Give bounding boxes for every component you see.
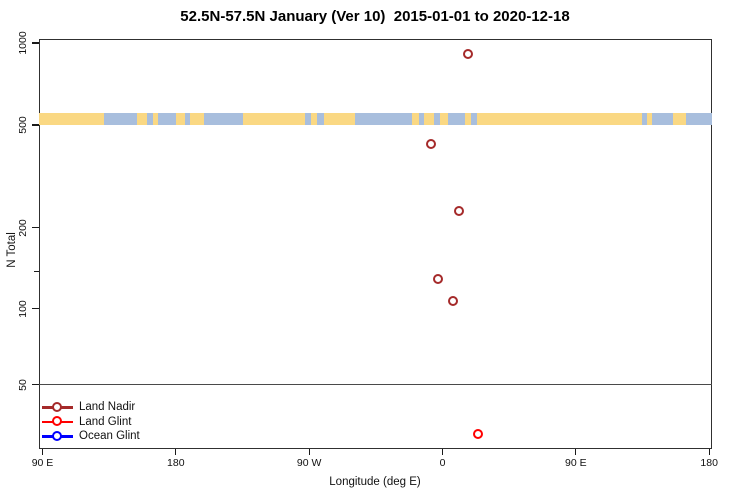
legend-label: Ocean Glint xyxy=(79,430,140,443)
land-segment xyxy=(465,112,471,125)
x-tick xyxy=(308,449,310,455)
ocean-segment xyxy=(448,112,465,125)
data-point xyxy=(454,206,464,216)
y-tick-label: 100 xyxy=(17,299,29,318)
x-tick xyxy=(175,449,177,455)
x-tick xyxy=(441,449,444,455)
land-glint-marker-icon xyxy=(42,416,73,427)
ocean-segment xyxy=(147,112,153,125)
x-tick xyxy=(575,449,577,455)
land-segment xyxy=(647,112,652,125)
y-tick xyxy=(31,307,39,310)
x-axis-label: Longitude (deg E) xyxy=(329,476,421,488)
data-point xyxy=(463,49,474,59)
y-tick xyxy=(31,226,39,229)
ocean-segment xyxy=(317,112,324,125)
x-tick-label: 180 xyxy=(167,457,185,469)
x-tick-label: 90 W xyxy=(296,457,322,469)
legend-item-land-glint: Land Glint xyxy=(42,415,140,430)
y-axis-label: N Total xyxy=(6,232,18,268)
ocean-segment xyxy=(305,112,311,125)
data-point xyxy=(472,429,483,439)
plot-area xyxy=(38,39,712,449)
ocean-segment xyxy=(652,112,673,125)
legend-label: Land Nadir xyxy=(79,401,136,414)
land-segment xyxy=(190,112,204,125)
data-point xyxy=(425,139,436,150)
ocean-segment xyxy=(686,112,712,125)
y-minor-tick xyxy=(34,270,39,273)
land-segment xyxy=(424,112,434,125)
ocean-segment xyxy=(158,112,176,125)
land-segment xyxy=(477,112,642,125)
land-segment xyxy=(153,112,158,125)
land-segment xyxy=(412,112,419,125)
land-segment xyxy=(673,112,686,125)
ocean-segment xyxy=(185,112,190,125)
ocean-segment xyxy=(204,112,243,125)
legend-label: Land Glint xyxy=(79,415,132,428)
legend-item-ocean-glint: Ocean Glint xyxy=(42,429,140,444)
data-point xyxy=(433,274,443,284)
ocean-segment xyxy=(434,112,440,125)
x-tick-label: 180 xyxy=(700,457,718,469)
chart-title: 52.5N-57.5N January (Ver 10) 2015-01-01 … xyxy=(180,8,570,25)
land-segment xyxy=(137,112,147,125)
legend: Land Nadir Land Glint Ocean Glint xyxy=(42,400,140,444)
y-tick xyxy=(31,42,39,44)
y-tick-label: 1000 xyxy=(17,31,29,55)
land-segment xyxy=(38,112,104,125)
ocean-segment xyxy=(419,112,424,125)
ocean-segment xyxy=(104,112,137,125)
x-tick xyxy=(41,449,44,455)
x-tick-label: 90 E xyxy=(564,457,587,469)
land-segment xyxy=(176,112,185,125)
data-point xyxy=(448,296,458,306)
land-segment xyxy=(311,112,317,125)
ocean-glint-marker-icon xyxy=(42,430,73,442)
x-tick-label: 0 xyxy=(439,457,446,469)
x-tick-label: 90 E xyxy=(31,457,54,469)
ocean-segment xyxy=(355,112,412,125)
y-tick-label: 500 xyxy=(17,116,29,134)
y-tick-label: 200 xyxy=(17,218,29,237)
y-tick-label: 50 xyxy=(17,378,29,391)
legend-item-land-nadir: Land Nadir xyxy=(42,400,140,415)
land-segment xyxy=(243,112,305,125)
land-nadir-marker-icon xyxy=(42,401,73,413)
x-tick xyxy=(708,449,710,455)
y-tick xyxy=(31,124,39,126)
ocean-segment xyxy=(471,112,477,125)
ocean-segment xyxy=(642,112,647,125)
reference-line-50 xyxy=(38,384,712,386)
land-segment xyxy=(440,112,448,125)
y-tick xyxy=(31,383,39,386)
land-segment xyxy=(324,112,355,125)
